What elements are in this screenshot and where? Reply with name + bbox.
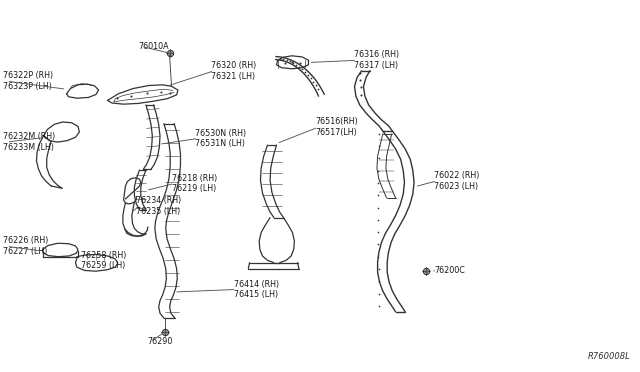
Text: 76316 (RH)
76317 (LH): 76316 (RH) 76317 (LH) bbox=[354, 50, 399, 70]
Text: 76226 (RH)
76227 (LH): 76226 (RH) 76227 (LH) bbox=[3, 236, 49, 256]
Text: 76530N (RH)
76531N (LH): 76530N (RH) 76531N (LH) bbox=[195, 128, 246, 148]
Text: 76010A: 76010A bbox=[138, 42, 169, 51]
Text: 76320 (RH)
76321 (LH): 76320 (RH) 76321 (LH) bbox=[211, 61, 257, 81]
Text: 76234 (RH)
76235 (LH): 76234 (RH) 76235 (LH) bbox=[136, 196, 181, 216]
Text: 76322P (RH)
76323P (LH): 76322P (RH) 76323P (LH) bbox=[3, 71, 53, 91]
Text: R760008L: R760008L bbox=[588, 352, 630, 361]
Text: 76218 (RH)
76219 (LH): 76218 (RH) 76219 (LH) bbox=[172, 173, 217, 193]
Text: 76232M (RH)
76233M (LH): 76232M (RH) 76233M (LH) bbox=[3, 132, 56, 152]
Text: 76258 (RH)
76259 (LH): 76258 (RH) 76259 (LH) bbox=[81, 250, 127, 270]
Text: 76200C: 76200C bbox=[434, 266, 465, 275]
Text: 76516(RH)
76517(LH): 76516(RH) 76517(LH) bbox=[315, 117, 358, 137]
Text: 76022 (RH)
76023 (LH): 76022 (RH) 76023 (LH) bbox=[434, 171, 479, 191]
Text: 76290: 76290 bbox=[147, 337, 173, 346]
Text: 76414 (RH)
76415 (LH): 76414 (RH) 76415 (LH) bbox=[234, 279, 279, 299]
